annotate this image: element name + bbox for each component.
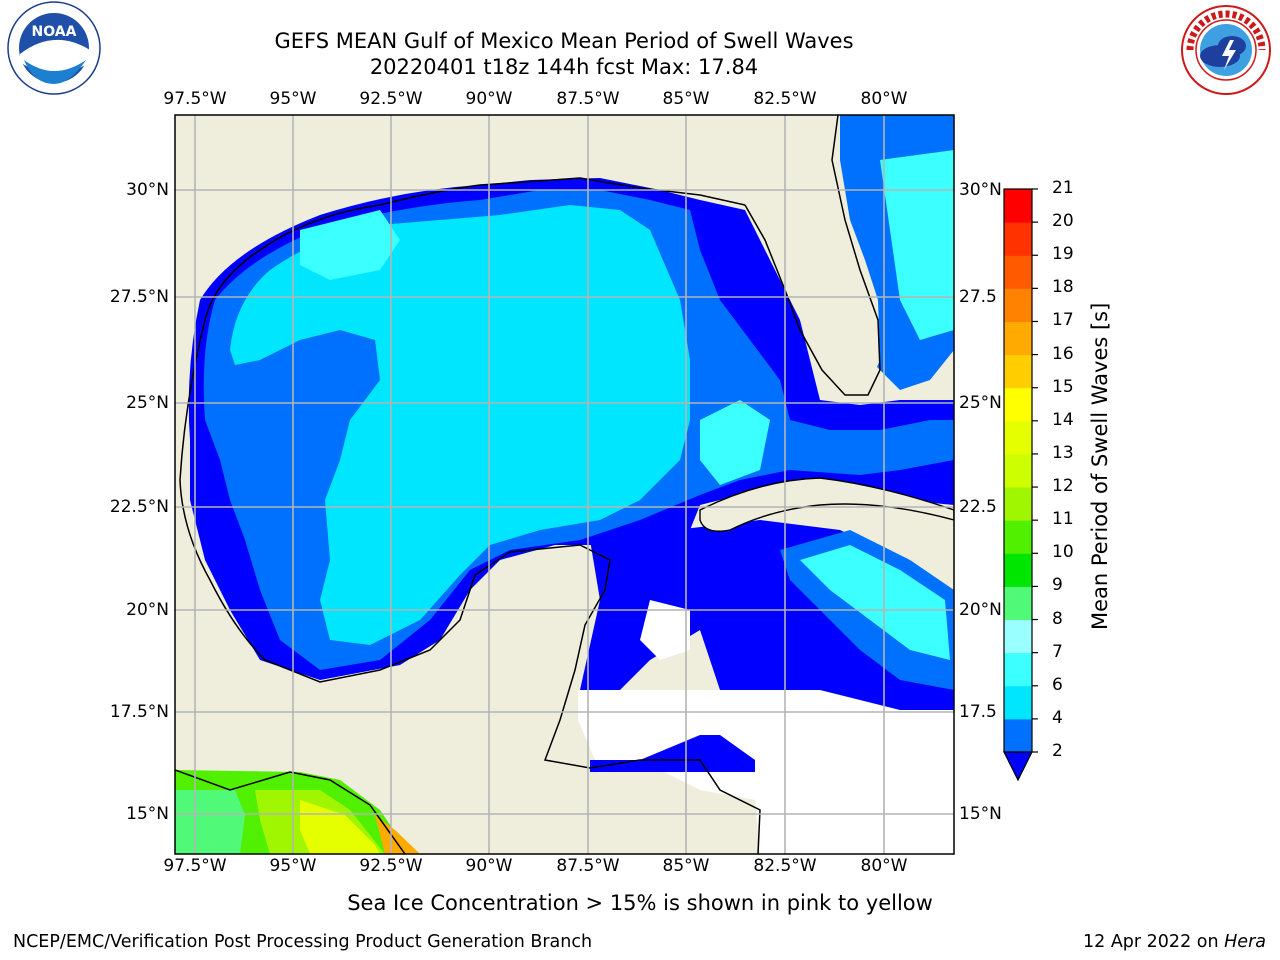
lat-tick-right: 22.5	[959, 497, 997, 517]
colorbar-tick-label: 11	[1052, 509, 1074, 530]
lat-tick-right: 15°N	[959, 804, 1002, 824]
lat-tick-left: 27.5°N	[109, 287, 169, 307]
lon-tick-bottom: 97.5°W	[163, 856, 227, 876]
cuba-land	[699, 477, 954, 532]
lat-tick-left: 20°N	[126, 600, 169, 620]
colorbar-tick-label: 19	[1052, 244, 1074, 265]
lat-tick-left: 25°N	[126, 393, 169, 413]
lon-tick-top: 87.5°W	[556, 89, 620, 109]
colorbar-tick-label: 20	[1052, 211, 1074, 232]
lat-tick-left: 30°N	[126, 180, 169, 200]
colorbar-tick-label: 13	[1052, 442, 1074, 463]
colorbar-frame	[1003, 188, 1033, 753]
swell-band-4-6s	[230, 205, 690, 645]
colorbar-segment	[1004, 222, 1032, 256]
mexico-central-america-coastline	[179, 479, 761, 854]
colorbar-tick-label: 21	[1052, 178, 1074, 198]
lon-tick-bottom: 90°W	[465, 856, 513, 876]
colorbar-segment	[1004, 387, 1032, 422]
footer-host: Hera	[1224, 932, 1266, 952]
lat-tick-right: 17.5	[959, 702, 997, 722]
colorbar-tick-label: 8	[1052, 608, 1063, 629]
footer-credit: NCEP/EMC/Verification Post Processing Pr…	[13, 932, 593, 952]
noaa-logo: NOAA	[7, 1, 101, 95]
lat-tick-right: 25°N	[959, 393, 1002, 413]
footer-date: 12 Apr 2022 on Hera	[1083, 932, 1266, 952]
lat-tick-right: 30°N	[959, 180, 1002, 200]
colorbar-segment	[1004, 453, 1032, 488]
colorbar-tick-label: 6	[1052, 674, 1063, 695]
caribbean-south-band	[590, 735, 755, 772]
colorbar-segment	[1004, 420, 1032, 455]
colorbar-tick-label: 9	[1052, 575, 1063, 596]
map-subtitle: 20220401 t18z 144h fcst Max: 17.84	[369, 55, 759, 79]
colorbar-tick-label: 4	[1052, 707, 1063, 728]
colorbar-tick-label: 17	[1052, 310, 1074, 331]
colorbar-tick-label: 15	[1052, 376, 1074, 397]
map-frame	[174, 114, 955, 855]
colorbar-segment	[1004, 189, 1032, 223]
lon-tick-bottom: 95°W	[269, 856, 317, 876]
caribbean-no-data-patch	[640, 600, 690, 660]
lat-tick-right: 27.5	[959, 287, 997, 307]
colorbar-segment	[1004, 685, 1032, 720]
lon-tick-bottom: 87.5°W	[556, 856, 620, 876]
noaa-logo-text: NOAA	[32, 24, 77, 40]
lon-tick-top: 80°W	[860, 89, 908, 109]
lon-tick-top: 92.5°W	[359, 89, 423, 109]
colorbar-segment	[1004, 619, 1032, 654]
colorbar-segment	[1004, 553, 1032, 587]
lon-tick-bottom: 85°W	[662, 856, 710, 876]
sea-ice-note: Sea Ice Concentration > 15% is shown in …	[347, 891, 933, 915]
map-title: GEFS MEAN Gulf of Mexico Mean Period of …	[274, 29, 854, 53]
colorbar-segment	[1004, 652, 1032, 687]
colorbar	[1003, 188, 1038, 782]
colorbar-segment	[1004, 354, 1032, 389]
colorbar-under-arrow	[1003, 751, 1033, 782]
swell-band-6-7s	[300, 210, 400, 280]
lat-tick-left: 17.5°N	[109, 702, 169, 722]
colorbar-tick-label: 7	[1052, 641, 1063, 662]
lon-tick-top: 90°W	[465, 89, 513, 109]
lon-tick-bottom: 82.5°W	[753, 856, 817, 876]
colorbar-segment	[1004, 718, 1032, 753]
footer-date-text: 12 Apr 2022 on	[1083, 932, 1225, 952]
no-data-area	[578, 650, 954, 854]
colorbar-tick-label: 14	[1052, 409, 1074, 430]
lat-tick-left: 22.5°N	[109, 497, 169, 517]
colorbar-tick-label: 12	[1052, 476, 1074, 497]
lon-tick-top: 85°W	[662, 89, 710, 109]
colorbar-segment	[1004, 487, 1032, 521]
colorbar-tick-label: 16	[1052, 343, 1074, 364]
nws-logo	[1181, 5, 1271, 95]
lat-tick-right: 20°N	[959, 600, 1002, 620]
florida-land	[750, 115, 954, 395]
colorbar-tick-label: 10	[1052, 542, 1074, 563]
colorbar-segment	[1004, 255, 1032, 289]
lon-tick-top: 82.5°W	[753, 89, 817, 109]
pacific-coastline	[175, 769, 406, 854]
colorbar-segment	[1004, 520, 1032, 554]
map-grid	[175, 115, 954, 854]
caribbean-swell-6-7s	[800, 545, 950, 660]
lon-tick-top: 97.5°W	[163, 89, 227, 109]
colorbar-segment	[1004, 288, 1032, 322]
pacific-swell-band-17s	[375, 815, 420, 854]
atlantic-swell-band-inner	[880, 150, 954, 340]
colorbar-segment	[1004, 321, 1032, 356]
colorbar-tick-label: 2	[1052, 741, 1063, 761]
lon-tick-bottom: 80°W	[860, 856, 908, 876]
lat-tick-left: 15°N	[126, 804, 169, 824]
lon-tick-top: 95°W	[269, 89, 317, 109]
pacific-swell-band-9s	[175, 790, 245, 854]
colorbar-tick-label: 18	[1052, 277, 1074, 298]
lon-tick-bottom: 92.5°W	[359, 856, 423, 876]
swell-band-6-7s-east	[700, 400, 770, 485]
colorbar-segment	[1004, 586, 1032, 621]
colorbar-title: Mean Period of Swell Waves [s]	[1088, 302, 1112, 630]
